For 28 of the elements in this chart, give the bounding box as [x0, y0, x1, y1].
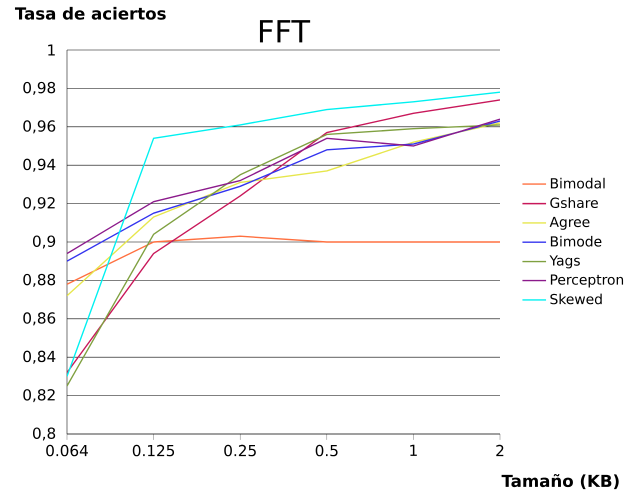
legend-label: Skewed: [550, 294, 602, 304]
y-tick-label: 0,92: [23, 197, 55, 210]
y-axis-title: Tasa de aciertos: [14, 6, 166, 20]
y-tick-label: 0,94: [23, 158, 56, 172]
y-tick-label: 0,8: [33, 427, 56, 441]
x-tick-label: 1: [410, 444, 417, 456]
chart-title: FFT: [260, 20, 310, 42]
legend-label: Gshare: [550, 197, 598, 208]
legend-label: Yags: [550, 255, 580, 268]
y-tick-label: 0,84: [23, 350, 56, 364]
y-tick-label: 0,82: [23, 389, 55, 402]
x-tick-label: 0.25: [224, 444, 256, 456]
y-tick-label: 0,86: [23, 312, 56, 326]
legend-label: Perceptron: [550, 274, 624, 288]
y-tick-label: 0,98: [23, 82, 56, 95]
x-tick-label: 0.5: [316, 444, 338, 456]
y-tick-label: 0,88: [23, 274, 56, 287]
y-tick-label: 1: [48, 44, 55, 56]
x-axis-title: Tamaño (KB): [502, 474, 619, 490]
legend-label: Bimodal: [550, 178, 605, 189]
legend-label: Agree: [550, 216, 590, 230]
y-tick-label: 0,96: [23, 120, 56, 134]
legend-label: Bimode: [550, 236, 602, 247]
line-series: [67, 122, 500, 296]
x-tick-label: 0.064: [46, 444, 88, 456]
y-tick-label: 0,9: [33, 235, 56, 249]
x-tick-label: 0.125: [132, 444, 174, 456]
x-tick-label: 2: [496, 444, 504, 456]
